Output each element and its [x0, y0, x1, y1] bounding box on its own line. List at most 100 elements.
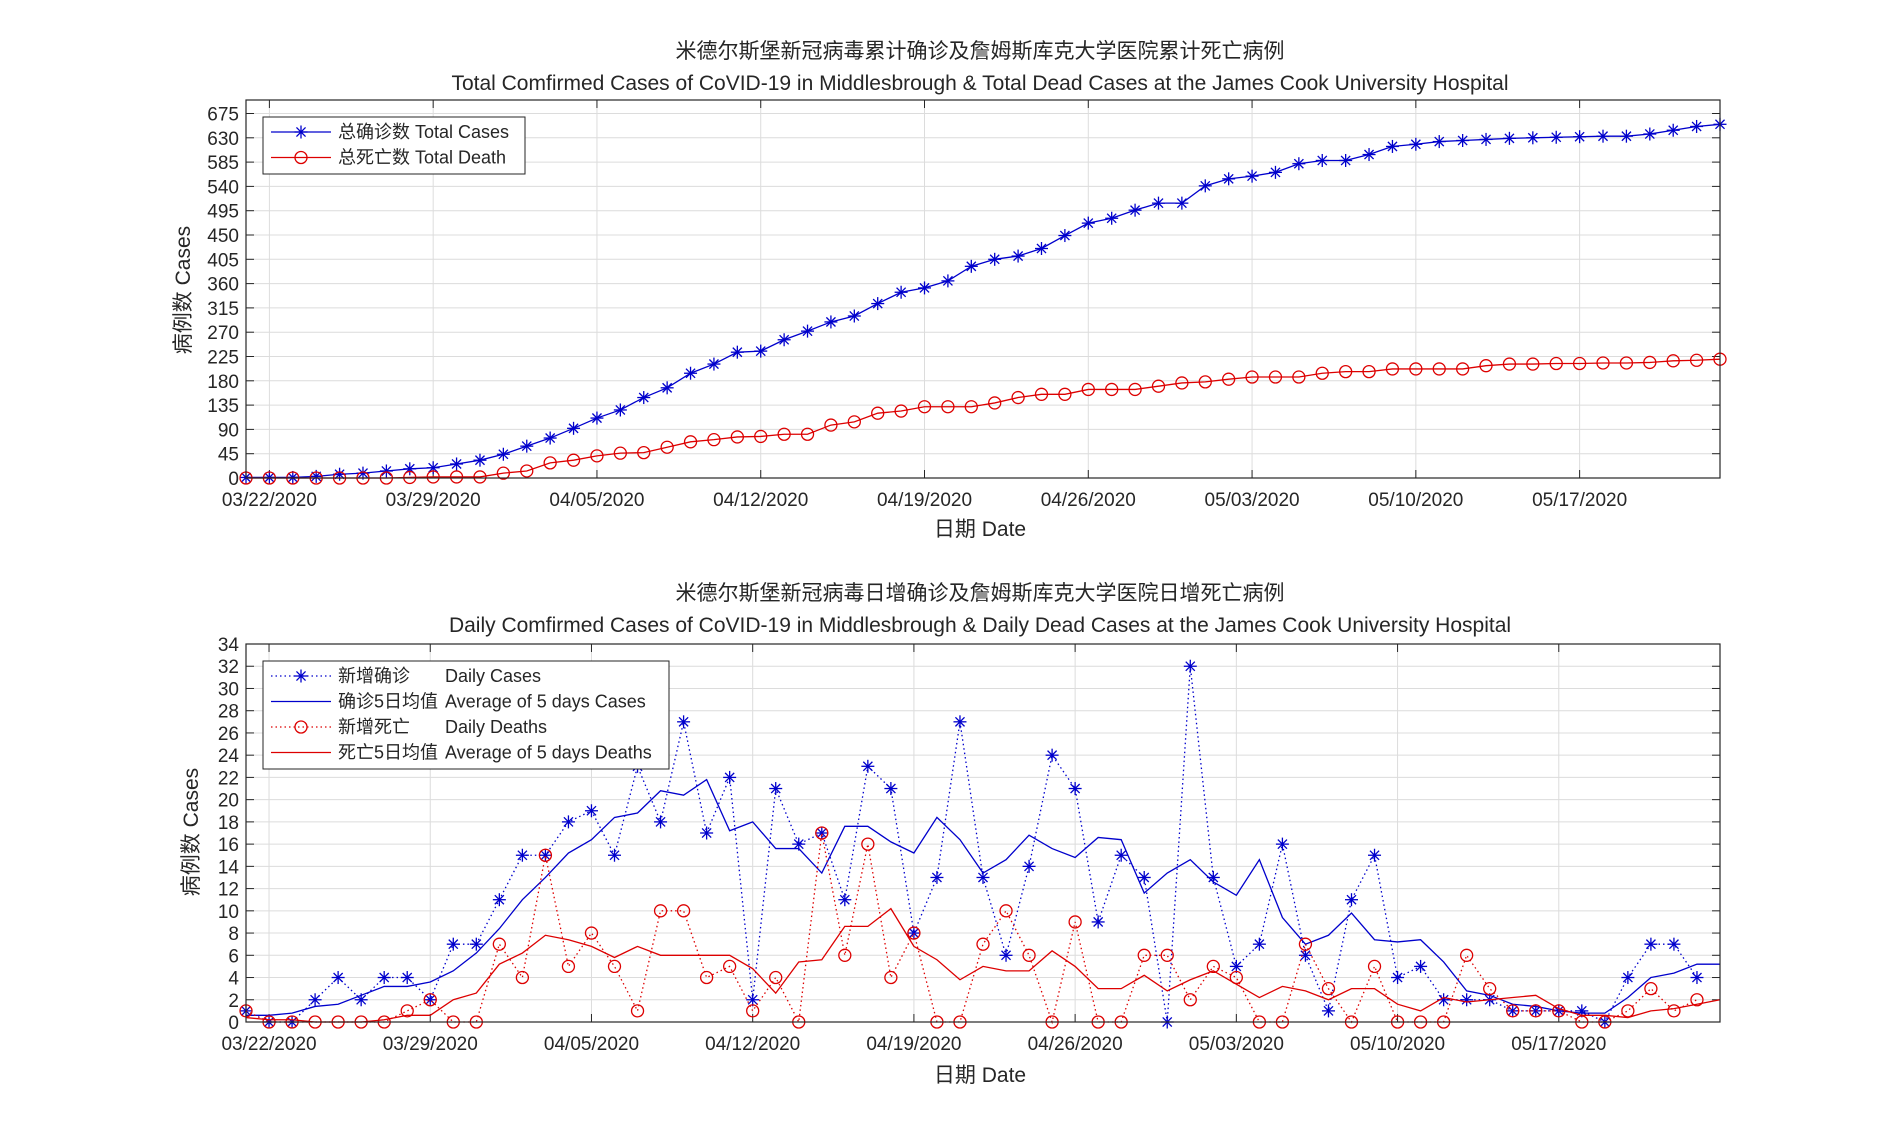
y-tick-label: 16	[218, 835, 239, 856]
data-point-s1-stroke	[474, 455, 485, 466]
data-point-s1-stroke	[563, 816, 574, 827]
y-tick-label: 45	[218, 445, 239, 466]
legend-label-en-2: Average of 5 days Cases	[445, 692, 646, 712]
data-point-s1	[660, 381, 674, 395]
data-point-s2	[1409, 362, 1423, 376]
data-point-s3	[1137, 948, 1151, 962]
y-tick-label: 22	[218, 768, 239, 789]
legend-label-cn-3: 新增死亡	[338, 717, 410, 737]
data-point-s1	[469, 937, 483, 951]
data-point-s3	[838, 948, 852, 962]
data-point-s1	[543, 431, 557, 445]
data-point-s1	[1596, 129, 1610, 143]
data-point-s2	[1058, 387, 1072, 401]
data-point-s1	[1573, 130, 1587, 144]
data-point-s2	[1034, 387, 1049, 401]
y-tick-label: 6	[228, 946, 239, 967]
data-point-s1-stroke	[977, 872, 989, 883]
data-point-s3	[1506, 1004, 1520, 1018]
data-point-s1	[1292, 157, 1306, 171]
data-point-s1	[941, 274, 955, 288]
data-point-s1-stroke	[1070, 783, 1081, 794]
data-point-s1-stroke	[1364, 149, 1375, 160]
data-point-s1-stroke	[919, 282, 930, 293]
x-tick-label: 03/29/2020	[386, 490, 481, 511]
data-point-s3	[1298, 937, 1313, 951]
data-point-s1	[815, 826, 829, 840]
x-tick-label: 03/29/2020	[383, 1034, 478, 1055]
x-tick-label: 04/12/2020	[713, 490, 808, 511]
data-point-s1-stroke	[545, 433, 556, 444]
data-point-s1-stroke	[333, 972, 344, 983]
data-point-s2	[590, 449, 604, 463]
data-point-s1	[894, 285, 908, 299]
data-point-s1-stroke	[615, 404, 626, 415]
x-tick-label: 04/05/2020	[549, 490, 644, 511]
data-point-s2	[1128, 382, 1142, 397]
data-point-s1	[1644, 937, 1658, 951]
data-point-s2	[777, 427, 791, 441]
data-point-s1-stroke	[1461, 994, 1472, 1005]
data-point-s1-stroke	[425, 994, 436, 1005]
data-point-s1	[1414, 959, 1428, 973]
data-point-s1	[1368, 848, 1382, 862]
data-point-s1-stroke	[1254, 939, 1265, 950]
data-point-s1	[1091, 915, 1105, 929]
data-point-s2	[1292, 370, 1306, 384]
x-tick-label: 04/26/2020	[1041, 490, 1136, 511]
data-point-s1	[1526, 131, 1540, 145]
data-point-s1	[1229, 959, 1243, 973]
data-point-s3	[492, 937, 506, 951]
data-point-s2	[1105, 382, 1119, 397]
data-point-s2	[894, 404, 908, 418]
data-point-s1	[1175, 196, 1189, 210]
data-point-s1-stroke	[966, 261, 977, 272]
data-point-s1	[608, 848, 621, 862]
data-point-s1-stroke	[678, 716, 689, 727]
x-tick-label: 03/22/2020	[221, 1034, 316, 1055]
data-point-s2	[1151, 379, 1166, 393]
data-point-s2	[964, 400, 978, 414]
data-point-s1-stroke	[931, 872, 942, 883]
data-point-s2	[1245, 370, 1259, 384]
data-point-s3	[1022, 948, 1036, 962]
legend-marker-1	[294, 125, 308, 139]
data-point-s1	[754, 344, 768, 358]
y-tick-label: 450	[207, 226, 239, 247]
legend-marker-3	[294, 720, 308, 734]
legend-label-en-4: Average of 5 days Deaths	[445, 743, 652, 763]
data-point-s2	[1081, 382, 1095, 397]
data-point-s2	[637, 445, 651, 460]
data-point-s1-stroke	[1410, 139, 1421, 150]
data-point-s1	[1391, 971, 1405, 985]
chart-1-xlabel: 日期 Date	[934, 518, 1026, 541]
y-tick-label: 675	[207, 105, 239, 126]
data-point-s1-stroke	[1300, 950, 1311, 961]
data-point-s1-stroke	[1438, 994, 1449, 1005]
data-point-s1-stroke	[732, 347, 743, 358]
data-point-s1-stroke	[1392, 972, 1403, 983]
data-point-s1-stroke	[586, 805, 597, 816]
legend-label-cn-2: 确诊5日均值	[338, 692, 438, 712]
data-point-s3	[1068, 915, 1082, 929]
data-point-s1	[1549, 130, 1563, 144]
data-point-s1-stroke	[755, 346, 766, 357]
data-point-s3	[769, 970, 783, 985]
data-point-s1-stroke	[1277, 839, 1288, 850]
data-point-s1-stroke	[1317, 155, 1328, 166]
legend-box	[262, 116, 526, 175]
data-point-s1-stroke	[872, 298, 883, 309]
y-tick-label: 20	[218, 791, 239, 812]
data-point-s1	[1137, 870, 1151, 884]
data-point-s1-stroke	[1083, 218, 1094, 229]
chart-2-ylabel: 病例数 Cases	[180, 768, 203, 896]
data-point-s1-stroke	[908, 928, 919, 939]
data-point-s1	[746, 993, 760, 1007]
data-point-s1	[801, 324, 815, 338]
data-point-s1	[1456, 134, 1470, 147]
axes-box	[245, 643, 1721, 1023]
data-point-s1-stroke	[1645, 939, 1656, 950]
data-point-s1-stroke	[1668, 125, 1679, 136]
data-point-s1	[824, 315, 838, 329]
data-point-s1-stroke	[779, 334, 790, 345]
